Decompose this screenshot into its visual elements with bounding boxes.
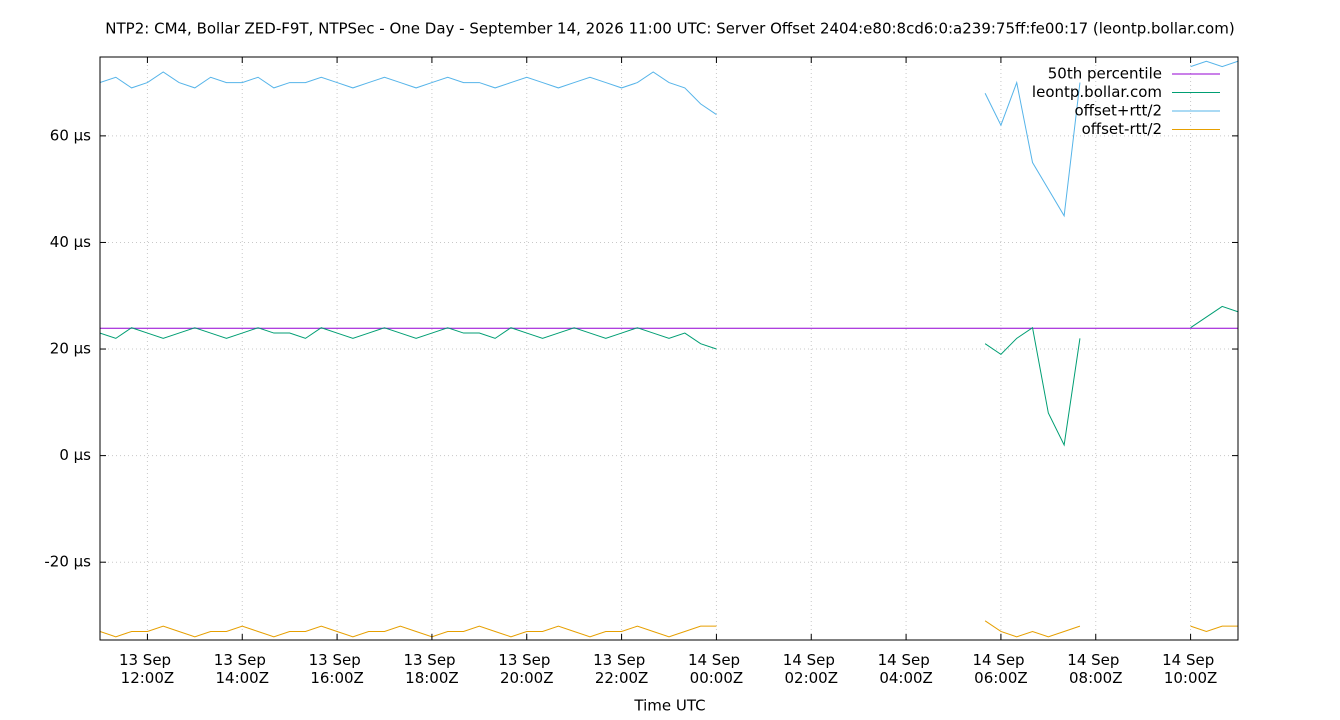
x-tick-label-line: 13 Sep [119, 651, 176, 669]
y-tick-label: 0 µs [59, 446, 91, 464]
x-tick-label-line: 16:00Z [310, 669, 364, 687]
x-tick-label: 14 Sep 06:00Z [972, 651, 1029, 687]
x-tick-label-line: 14 Sep [688, 651, 745, 669]
x-tick-label-line: 13 Sep [403, 651, 460, 669]
x-tick-label: 13 Sep 16:00Z [309, 651, 366, 687]
series-line [100, 620, 1238, 638]
x-tick-label: 13 Sep 22:00Z [593, 651, 650, 687]
x-tick-label: 13 Sep 14:00Z [214, 651, 271, 687]
x-tick-label: 13 Sep 20:00Z [498, 651, 555, 687]
x-tick-label: 14 Sep 04:00Z [878, 651, 935, 687]
x-tick-label-line: 13 Sep [593, 651, 650, 669]
x-tick-label-line: 13 Sep [214, 651, 271, 669]
grid [100, 57, 1238, 640]
y-tick-label: 40 µs [50, 233, 91, 251]
x-tick-label: 14 Sep 02:00Z [783, 651, 840, 687]
series-line [100, 305, 1238, 447]
x-tick-label-line: 18:00Z [405, 669, 459, 687]
x-tick-label-line: 14 Sep [783, 651, 840, 669]
x-tick-label: 14 Sep 10:00Z [1162, 651, 1219, 687]
legend-label: leontp.bollar.com [1032, 83, 1162, 101]
chart-title: NTP2: CM4, Bollar ZED-F9T, NTPSec - One … [105, 20, 1234, 38]
series-line [100, 60, 1238, 218]
x-axis-label: Time UTC [633, 697, 705, 715]
x-tick-label: 13 Sep 18:00Z [403, 651, 460, 687]
plot-border [99, 56, 1239, 641]
x-tick-label-line: 13 Sep [498, 651, 555, 669]
x-tick-label-line: 14:00Z [215, 669, 269, 687]
x-tick-label-line: 08:00Z [1069, 669, 1123, 687]
legend-label: 50th percentile [1048, 65, 1162, 83]
legend: 50th percentileleontp.bollar.comoffset+r… [1032, 65, 1220, 138]
x-tick-label: 13 Sep 12:00Z [119, 651, 176, 687]
x-tick-label-line: 12:00Z [121, 669, 175, 687]
x-tick-label-line: 04:00Z [879, 669, 933, 687]
x-tick-label-line: 20:00Z [500, 669, 554, 687]
x-tick-label-line: 06:00Z [974, 669, 1028, 687]
plot-area [100, 60, 1238, 638]
x-tick-label: 14 Sep 08:00Z [1067, 651, 1124, 687]
legend-label: offset-rtt/2 [1082, 120, 1162, 138]
y-tick-label: 20 µs [50, 340, 91, 358]
y-tick-label: 60 µs [50, 126, 91, 144]
x-tick-label-line: 10:00Z [1164, 669, 1218, 687]
y-tick-label: -20 µs [44, 553, 91, 571]
x-tick-label-line: 00:00Z [690, 669, 744, 687]
x-tick-label-line: 14 Sep [972, 651, 1029, 669]
x-tick-label-line: 22:00Z [595, 669, 649, 687]
legend-label: offset+rtt/2 [1074, 102, 1162, 120]
x-tick-label-line: 14 Sep [1067, 651, 1124, 669]
x-tick-label-line: 14 Sep [878, 651, 935, 669]
x-tick-label-line: 02:00Z [784, 669, 838, 687]
x-tick-label: 14 Sep 00:00Z [688, 651, 745, 687]
x-tick-label-line: 14 Sep [1162, 651, 1219, 669]
x-tick-label-line: 13 Sep [309, 651, 366, 669]
